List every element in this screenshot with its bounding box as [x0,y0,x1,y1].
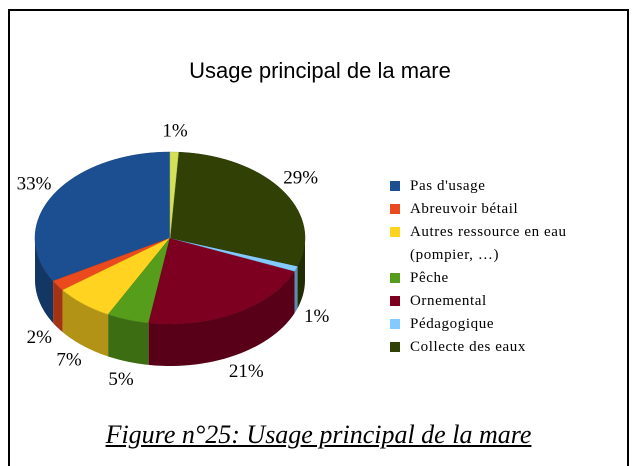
data-label: 7% [56,350,82,371]
pie-side [62,290,109,357]
pie-slice [62,237,171,315]
caption: Figure n°25: Usage principal de la mare [105,420,532,449]
data-label: 1% [162,120,188,141]
legend: Pas d'usage Abreuvoir bétail Autres ressou… [390,175,615,359]
pie-side [297,238,305,309]
pie-side [294,266,298,314]
pie-side [108,314,149,365]
legend-item: Autres ressource en eau (pompier, …) [390,221,615,267]
legend-label: Pas d'usage [410,178,486,194]
legend-label: Autres ressource en eau (pompier, …) [410,224,567,263]
data-label: 29% [283,168,318,189]
chart-title: Usage principal de la mare [189,58,451,83]
legend-swatch [390,296,400,306]
pie-slice [169,151,179,239]
legend-item: Ornemental [390,290,615,313]
legend-item: Abreuvoir bétail [390,198,615,221]
data-label: 5% [108,369,134,390]
legend-label: Abreuvoir bétail [410,201,519,217]
pie-slice [34,151,171,282]
frame [8,9,629,466]
legend-item: Collecte des eaux [390,336,615,359]
pie-slice [107,237,171,324]
legend-label: Pêche [410,270,449,286]
legend-label: Pédagogique [410,316,495,332]
pie-side [148,271,295,366]
legend-swatch [390,319,400,329]
legend-swatch [390,342,400,352]
pie-slice [148,237,295,325]
legend-swatch [390,227,400,237]
legend-label: Ornemental [410,293,487,309]
pie-slice [169,151,306,267]
pie-side [53,281,63,333]
legend-swatch [390,273,400,283]
legend-swatch [390,181,400,191]
data-label: 33% [17,173,52,194]
data-label: 21% [229,361,264,382]
data-label: 2% [27,327,53,348]
data-label: 1% [304,306,330,327]
legend-item: Pédagogique [390,313,615,336]
legend-label: Collecte des eaux [410,339,526,355]
legend-item: Pêche [390,267,615,290]
legend-swatch [390,204,400,214]
legend-item: Pas d'usage [390,175,615,198]
pie-side [35,238,54,323]
